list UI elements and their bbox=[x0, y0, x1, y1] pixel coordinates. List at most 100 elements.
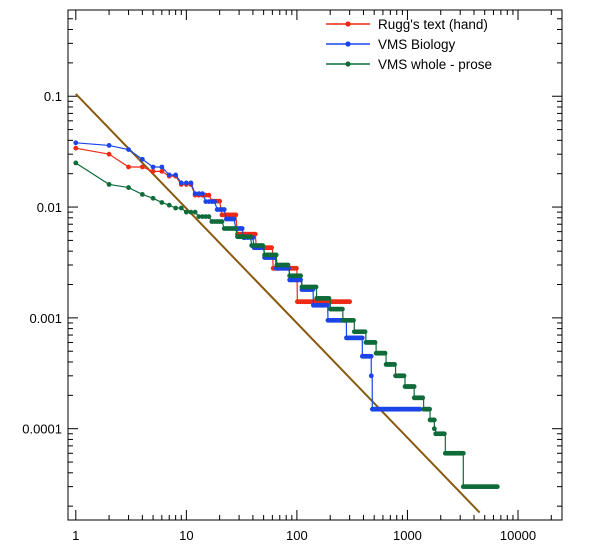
data-point bbox=[420, 395, 426, 401]
data-point bbox=[206, 192, 212, 198]
x-tick-label: 10 bbox=[179, 528, 193, 543]
axis-ticks bbox=[68, 10, 562, 520]
data-point bbox=[173, 205, 179, 211]
series-fit-line bbox=[75, 93, 481, 514]
data-point bbox=[239, 226, 245, 231]
data-point bbox=[178, 205, 184, 211]
data-point bbox=[166, 202, 172, 208]
data-point bbox=[460, 450, 466, 456]
series-rugg-s-text-hand bbox=[73, 145, 353, 305]
data-point bbox=[159, 168, 165, 174]
series-layer bbox=[73, 93, 500, 514]
data-point bbox=[431, 426, 437, 432]
data-point bbox=[298, 273, 303, 279]
data-point bbox=[183, 180, 189, 186]
data-point bbox=[188, 180, 194, 186]
data-point bbox=[73, 145, 79, 151]
data-point bbox=[427, 406, 432, 412]
data-point bbox=[139, 164, 145, 170]
data-point bbox=[106, 143, 112, 148]
data-point bbox=[150, 164, 156, 170]
y-tick-label: 0.01 bbox=[37, 200, 62, 215]
data-point bbox=[206, 214, 212, 220]
data-point bbox=[192, 209, 198, 215]
data-point bbox=[192, 191, 198, 197]
data-point bbox=[248, 234, 253, 240]
data-point bbox=[411, 384, 417, 389]
data-point bbox=[200, 191, 205, 197]
data-point bbox=[126, 185, 131, 190]
data-point bbox=[219, 219, 225, 224]
legend: Rugg's text (hand) VMS Biology VMS whole -… bbox=[326, 17, 492, 72]
series-vms-biology bbox=[73, 140, 423, 412]
data-point bbox=[359, 335, 365, 341]
data-point bbox=[150, 168, 156, 174]
plot-frame bbox=[67, 9, 563, 521]
data-point bbox=[382, 350, 388, 356]
legend-label: VMS whole - prose bbox=[378, 57, 492, 72]
y-tick-label: 0.1 bbox=[44, 89, 62, 104]
data-point bbox=[372, 340, 378, 345]
data-point bbox=[347, 299, 353, 305]
data-point bbox=[273, 252, 279, 258]
data-point bbox=[188, 209, 194, 215]
legend-item: VMS Biology bbox=[326, 37, 456, 52]
data-point bbox=[260, 243, 266, 248]
data-point bbox=[126, 147, 131, 152]
data-point bbox=[196, 191, 202, 197]
data-point bbox=[313, 284, 319, 290]
data-point bbox=[392, 362, 397, 367]
x-tick-label: 1000 bbox=[393, 528, 422, 543]
data-point bbox=[196, 214, 202, 220]
data-point bbox=[73, 160, 79, 166]
y-tick-label: 0.001 bbox=[29, 311, 62, 326]
y-tick-label: 0.0001 bbox=[22, 422, 62, 437]
legend-marker-swatch bbox=[345, 61, 351, 67]
data-point bbox=[233, 226, 239, 231]
legend-marker-swatch bbox=[345, 21, 351, 27]
data-point bbox=[368, 373, 374, 379]
power-law-fit-line bbox=[75, 93, 481, 514]
axis-tick-labels: 1 10 100 1000 10000 0.1 0.01 0.001 0.0001 bbox=[22, 89, 536, 543]
legend-label: VMS Biology bbox=[378, 37, 456, 52]
data-point bbox=[217, 198, 223, 204]
series-line bbox=[75, 142, 421, 410]
data-point bbox=[221, 207, 227, 212]
legend-marker-swatch bbox=[345, 41, 351, 47]
legend-label: Rugg's text (hand) bbox=[378, 17, 488, 32]
data-point bbox=[441, 431, 447, 437]
data-point bbox=[401, 373, 407, 379]
data-point bbox=[368, 353, 374, 359]
data-point bbox=[294, 265, 299, 271]
data-point bbox=[252, 231, 258, 237]
data-point bbox=[150, 195, 156, 201]
data-point bbox=[139, 156, 145, 162]
data-point bbox=[173, 172, 179, 178]
data-point bbox=[178, 180, 184, 186]
data-point bbox=[106, 151, 112, 157]
data-point bbox=[159, 164, 165, 170]
data-point bbox=[139, 192, 145, 197]
data-point bbox=[126, 164, 131, 170]
data-point bbox=[212, 199, 217, 205]
series-line bbox=[75, 162, 498, 488]
data-point bbox=[431, 417, 437, 423]
data-point bbox=[233, 212, 239, 218]
data-point bbox=[200, 214, 205, 220]
data-point bbox=[269, 245, 274, 251]
data-point bbox=[325, 302, 330, 308]
series-line bbox=[75, 147, 350, 303]
data-point bbox=[231, 216, 237, 222]
data-point bbox=[159, 200, 165, 205]
data-point bbox=[183, 209, 189, 215]
data-point bbox=[340, 306, 345, 312]
data-point bbox=[417, 406, 423, 412]
series-vms-whole-prose bbox=[73, 160, 500, 490]
data-point bbox=[362, 329, 368, 335]
data-point bbox=[106, 182, 112, 187]
data-point bbox=[351, 317, 356, 323]
data-point bbox=[326, 295, 332, 301]
data-point bbox=[285, 262, 291, 268]
data-point bbox=[73, 140, 79, 146]
